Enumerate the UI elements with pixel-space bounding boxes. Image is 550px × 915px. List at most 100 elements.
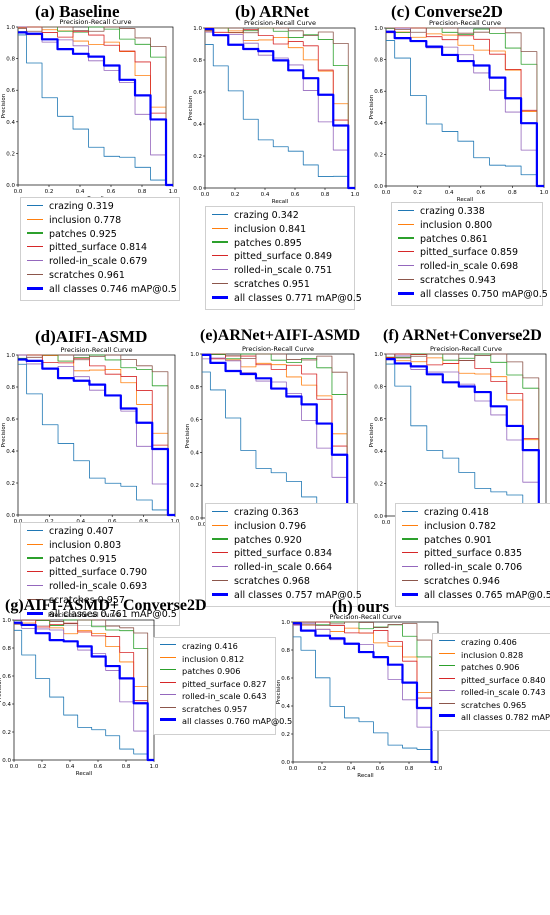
series-line-all xyxy=(202,353,354,520)
legend-label: pitted_surface 0.849 xyxy=(234,251,333,263)
legend-label: patches 0.895 xyxy=(234,237,302,249)
legend-item-scratches: scratches 0.943 xyxy=(392,276,540,290)
y-tick-label: 0.8 xyxy=(374,58,383,64)
legend-item-inclusion: inclusion 0.778 xyxy=(21,216,177,230)
series-line-pitted_surface xyxy=(386,27,544,187)
legend-item-crazing: crazing 0.342 xyxy=(206,211,352,225)
legend-label: all classes 0.761 mAP@0.5 xyxy=(49,608,177,620)
pr-curve-plot: Precision-Recall Curve 0.0 0.2 0.4 0.6 0.8 1.0… xyxy=(276,613,443,779)
legend-label: inclusion 0.782 xyxy=(424,520,497,532)
y-tick-label: 0.0 xyxy=(374,514,383,520)
x-tick-label: 0.6 xyxy=(476,190,485,196)
legend-item-scratches: scratches 0.968 xyxy=(206,577,355,591)
legend-item-crazing: crazing 0.363 xyxy=(206,508,355,522)
legend-label: rolled-in_scale 0.664 xyxy=(234,562,333,574)
legend-label: scratches 0.943 xyxy=(420,275,496,286)
legend-label: patches 0.861 xyxy=(420,233,488,245)
pr-curve-plot: Precision-Recall Curve 0.0 0.2 0.4 0.6 0.8 1.0… xyxy=(188,19,360,205)
legend-item-patches: patches 0.925 xyxy=(21,230,177,244)
legend-label: patches 0.925 xyxy=(49,228,117,240)
y-tick-label: 1.0 xyxy=(2,618,11,624)
series-line-pitted_surface xyxy=(18,26,173,186)
legend-item-patches: patches 0.861 xyxy=(392,235,540,249)
panel-title: (a) Baseline xyxy=(35,2,120,21)
y-tick-label: 0.0 xyxy=(374,184,383,190)
legend-label: patches 0.906 xyxy=(461,662,520,672)
y-tick-label: 0.2 xyxy=(2,730,11,736)
y-tick-label: 1.0 xyxy=(190,352,199,358)
y-axis-label: Precision xyxy=(1,93,7,118)
legend-item-crazing: crazing 0.338 xyxy=(392,207,540,221)
x-tick-label: 1.0 xyxy=(169,189,178,195)
y-tick-label: 0.4 xyxy=(6,120,15,126)
legend-item-crazing: crazing 0.416 xyxy=(154,642,273,655)
legend-item-rolled-in_scale: rolled-in_scale 0.693 xyxy=(21,582,177,596)
x-tick-label: 1.0 xyxy=(540,190,549,196)
pr-curve-plot: Precision-Recall Curve 0.0 0.2 0.4 0.6 0.8 1.0… xyxy=(369,19,549,203)
legend-label: all classes 0.750 mAP@0.5 xyxy=(420,288,548,300)
y-tick-label: 0.2 xyxy=(6,481,15,487)
legend-swatch xyxy=(398,291,414,295)
x-axis-label: Recall xyxy=(272,199,289,205)
legend-item-crazing: crazing 0.319 xyxy=(21,202,177,216)
legend-item-scratches: scratches 0.957 xyxy=(154,704,273,718)
series-line-scratches xyxy=(293,621,438,763)
legend-label: pitted_surface 0.859 xyxy=(420,247,519,259)
legend-item-patches: patches 0.920 xyxy=(206,536,355,550)
x-tick-label: 1.0 xyxy=(150,764,159,770)
curve-title: Precision-Recall Curve xyxy=(429,19,501,27)
legend-item-pitted_surface: pitted_surface 0.835 xyxy=(396,549,550,563)
series-line-crazing xyxy=(18,34,173,186)
legend: crazing 0.319 inclusion 0.778 patches 0.92… xyxy=(20,197,180,301)
y-tick-label: 0.8 xyxy=(193,58,202,64)
y-tick-label: 0.2 xyxy=(374,482,383,488)
legend-label: crazing 0.319 xyxy=(49,201,114,212)
legend-swatch xyxy=(160,681,176,683)
x-tick-label: 0.0 xyxy=(382,520,391,526)
y-axis-label: Precision xyxy=(188,95,194,120)
curve-title: Precision-Recall Curve xyxy=(242,345,314,353)
legend-item-all: all classes 0.757 mAP@0.5 xyxy=(206,591,362,605)
legend-swatch xyxy=(27,273,43,276)
y-tick-label: 0.0 xyxy=(281,760,290,766)
legend-item-inclusion: inclusion 0.800 xyxy=(392,221,540,235)
legend: crazing 0.416 inclusion 0.812 patches 0.90… xyxy=(153,637,292,735)
series-line-pitted_surface xyxy=(205,27,355,189)
x-tick-label: 0.2 xyxy=(38,764,47,770)
legend-item-rolled-in_scale: rolled-in_scale 0.679 xyxy=(21,257,177,271)
legend-label: crazing 0.338 xyxy=(420,206,485,217)
legend-swatch xyxy=(27,571,43,573)
legend-item-rolled-in_scale: rolled-in_scale 0.643 xyxy=(154,692,273,705)
legend-item-all: all classes 0.760 mAP@0.5 xyxy=(154,717,292,730)
x-tick-label: 0.8 xyxy=(138,189,147,195)
series-line-scratches xyxy=(202,353,354,519)
legend-label: rolled-in_scale 0.698 xyxy=(420,261,519,273)
chart-panel-c: (c) Converse2D Precision-Recall Curve 0.0 0… xyxy=(368,0,550,320)
legend-label: patches 0.906 xyxy=(182,666,241,676)
legend-swatch xyxy=(27,585,43,587)
legend-swatch xyxy=(212,592,228,596)
legend-label: inclusion 0.812 xyxy=(182,653,245,664)
y-tick-label: 0.6 xyxy=(2,674,11,680)
legend: crazing 0.418 inclusion 0.782 patches 0.90… xyxy=(395,503,550,607)
legend-swatch xyxy=(402,592,418,596)
legend-label: rolled-in_scale 0.679 xyxy=(49,256,148,268)
legend-swatch xyxy=(402,566,418,568)
legend: crazing 0.406 inclusion 0.828 patches 0.90… xyxy=(432,633,550,731)
x-axis-label: Recall xyxy=(457,197,474,203)
legend-item-patches: patches 0.915 xyxy=(21,555,177,569)
legend-label: inclusion 0.796 xyxy=(234,520,307,532)
legend-item-all: all classes 0.771 mAP@0.5 xyxy=(206,294,362,308)
legend-swatch xyxy=(212,510,228,513)
legend-label: pitted_surface 0.834 xyxy=(234,548,333,560)
legend: crazing 0.338 inclusion 0.800 patches 0.86… xyxy=(391,202,548,306)
series-line-scratches xyxy=(386,353,546,517)
x-tick-label: 0.6 xyxy=(94,764,103,770)
legend-swatch xyxy=(439,640,455,642)
legend-swatch xyxy=(402,510,418,513)
panel-title: (d)AIFI-ASMD xyxy=(35,327,148,346)
y-tick-label: 0.0 xyxy=(190,516,199,522)
series-line-scratches xyxy=(14,619,154,761)
legend-label: crazing 0.406 xyxy=(461,637,517,647)
legend-swatch xyxy=(212,566,228,568)
